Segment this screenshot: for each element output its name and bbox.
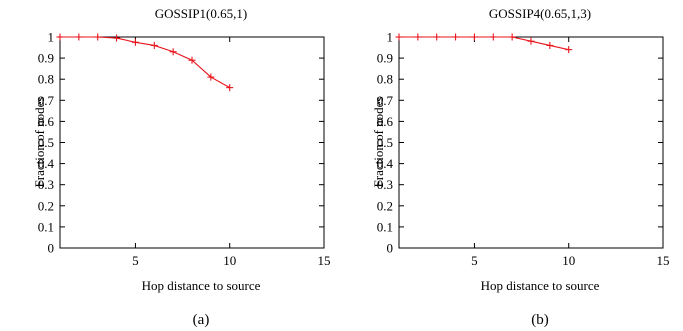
chart-a-title: GOSSIP1(0.65,1) <box>155 6 247 21</box>
chart-b-data-point <box>508 33 516 41</box>
chart-a-ylabel: Fraction of nodes <box>32 97 47 188</box>
chart-b-ytick-label: 0.9 <box>377 51 393 66</box>
chart-a-ytick-label: 0.9 <box>38 51 54 66</box>
chart-b-data-point <box>565 46 573 54</box>
chart-b-ytick-label: 1 <box>387 30 394 45</box>
chart-a-ytick-label: 0.1 <box>38 219 54 234</box>
chart-b-data-point <box>527 37 535 45</box>
chart-a-ytick-label: 0.3 <box>38 177 54 192</box>
chart-b-ytick-label: 0.4 <box>377 156 394 171</box>
chart-b-ytick-label: 0.5 <box>377 135 393 150</box>
chart-b-data-point <box>452 33 460 41</box>
chart-b-frame <box>398 36 664 249</box>
chart-a-ytick-label: 0.7 <box>38 93 55 108</box>
chart-a-ytick-label: 0.5 <box>38 135 54 150</box>
chart-a-plot: 00.10.20.30.40.50.60.70.80.915 10 15 <box>38 30 331 269</box>
chart-a-ytick-label: 0.6 <box>38 114 55 129</box>
chart-a-frame <box>59 36 325 249</box>
chart-b-data-point <box>489 33 497 41</box>
chart-b-ytick-label: 0.2 <box>377 198 393 213</box>
chart-b-title: GOSSIP4(0.65,1,3) <box>489 6 591 21</box>
chart-b-data-point <box>414 33 422 41</box>
chart-b-ytick-label: 0.8 <box>377 72 393 87</box>
chart-b-ytick-label: 0.1 <box>377 219 393 234</box>
chart-b-plot: 00.10.20.30.40.50.60.70.80.915 10 15 <box>377 30 670 269</box>
chart-a-data-point <box>56 33 64 41</box>
chart-a-data-point <box>75 33 83 41</box>
chart-b-data-point <box>470 33 478 41</box>
chart-a-data-point <box>207 73 215 81</box>
chart-b-ytick-label: 0.3 <box>377 177 393 192</box>
chart-a-ytick-label: 0.8 <box>38 72 54 87</box>
chart-b-data-point <box>395 33 403 41</box>
chart-a-ytick-label: 0.4 <box>38 156 55 171</box>
chart-a-data-point <box>131 38 139 46</box>
chart-b-data-point <box>433 33 441 41</box>
chart-a-ytick-label: 1 <box>48 30 55 45</box>
chart-b-caption: (b) <box>531 312 549 328</box>
chart-b-data-point <box>546 41 554 49</box>
chart-a-series-line <box>60 36 230 89</box>
chart-b-series-line <box>399 36 569 51</box>
chart-b-xlabel: Hop distance to source <box>481 278 600 293</box>
chart-b-ytick-label: 0.7 <box>377 93 394 108</box>
chart-b-xtick-label: 5 <box>471 253 478 268</box>
chart-b-ytick-label: 0 <box>387 241 394 256</box>
chart-a-caption: (a) <box>193 312 210 328</box>
chart-a-ytick-label: 0.2 <box>38 198 54 213</box>
chart-a-data-point <box>94 33 102 41</box>
chart-b-ytick-label: 0.6 <box>377 114 394 129</box>
chart-a-data-point <box>226 84 234 92</box>
chart-b: GOSSIP4(0.65,1,3) Fraction of nodes Hop … <box>371 6 670 328</box>
chart-a-data-point <box>169 48 177 56</box>
chart-a-xtick-label: 5 <box>132 253 139 268</box>
chart-b-xtick-label: 15 <box>657 253 670 268</box>
chart-a-xtick-label: 10 <box>223 253 236 268</box>
chart-a-data-point <box>150 41 158 49</box>
chart-a-data-point <box>113 34 121 42</box>
chart-a: GOSSIP1(0.65,1) Fraction of nodes Hop di… <box>32 6 331 328</box>
chart-b-xtick-label: 10 <box>562 253 575 268</box>
chart-a-xlabel: Hop distance to source <box>142 278 261 293</box>
chart-a-xtick-label: 15 <box>318 253 331 268</box>
chart-b-ylabel: Fraction of nodes <box>371 97 386 188</box>
chart-a-data-point <box>188 56 196 64</box>
chart-a-ytick-label: 0 <box>48 241 55 256</box>
